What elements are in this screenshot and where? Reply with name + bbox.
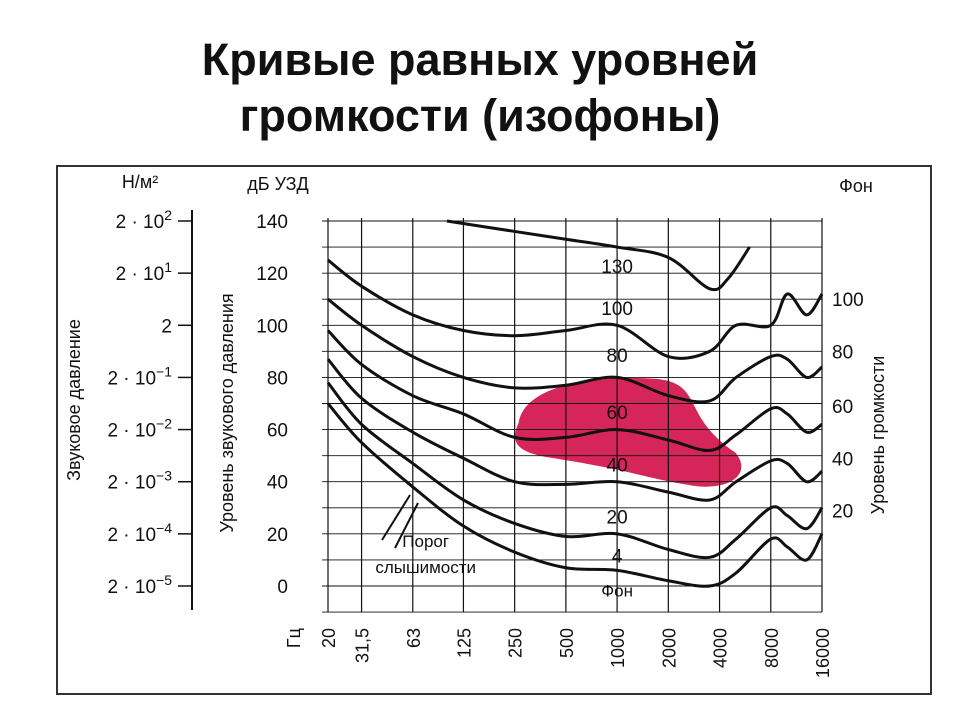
x-tick-label: 1000 — [608, 628, 628, 668]
annotation-text: Порог — [402, 532, 449, 551]
annotation-pointer — [381, 494, 411, 541]
y-tick-label: 0 — [277, 577, 288, 598]
pressure-tick-label: 2 — [161, 316, 172, 337]
x-tick-label: 16000 — [813, 628, 833, 678]
curve-label: 130 — [601, 257, 633, 278]
y-tick-label: 140 — [256, 212, 288, 233]
isophone-curve — [327, 298, 823, 404]
x-tick-label: 500 — [557, 628, 577, 658]
pressure-axis-label: Звуковое давление — [64, 319, 84, 481]
slide-title: Кривые равных уровней громкости (изофоны… — [0, 32, 960, 144]
curve-label: 4 — [612, 547, 623, 568]
right-tick-label: 40 — [832, 449, 853, 470]
y-axis-unit: дБ УЗД — [247, 174, 308, 194]
pressure-tick-label: 2 · 10−1 — [107, 363, 172, 389]
pressure-tick-label: 2 · 10−3 — [107, 468, 172, 494]
pressure-tick-label: 2 · 10−2 — [107, 416, 172, 442]
x-tick-label: 8000 — [762, 628, 782, 668]
x-axis-unit: Гц — [284, 628, 304, 648]
isophone-curve — [446, 219, 751, 292]
y-tick-label: 80 — [267, 368, 288, 389]
pressure-tick-label: 2 · 10−5 — [107, 572, 172, 598]
x-tick-label: 63 — [404, 628, 424, 648]
x-tick-label: 4000 — [711, 628, 731, 668]
annotation-pointer — [394, 502, 419, 549]
annotation-text: слышимости — [375, 558, 476, 577]
curve-label: 100 — [601, 299, 633, 320]
pressure-axis-unit: Н/м² — [122, 172, 158, 192]
y-tick-label: 60 — [267, 421, 288, 442]
y-tick-label: 120 — [256, 264, 288, 285]
y-tick-label: 40 — [267, 473, 288, 494]
curve-label: 60 — [607, 403, 628, 424]
x-tick-label: 31,5 — [353, 628, 373, 663]
right-tick-label: 20 — [832, 501, 853, 522]
figure-frame — [56, 165, 932, 695]
x-tick-label: 20 — [319, 628, 339, 648]
isophone-curve — [326, 402, 824, 588]
pressure-tick-label: 2 · 10−4 — [107, 520, 172, 546]
x-tick-label: 250 — [506, 628, 526, 658]
isophone-curve — [326, 358, 823, 502]
isophone-curve — [326, 381, 824, 560]
isophone-curve — [327, 258, 824, 360]
right-axis-unit: Фон — [839, 176, 873, 196]
x-tick-label: 2000 — [659, 628, 679, 668]
right-tick-label: 80 — [832, 342, 853, 363]
title-line-1: Кривые равных уровней — [201, 34, 759, 85]
isophone-curve — [326, 329, 823, 452]
pressure-tick-label: 2 · 101 — [116, 259, 173, 285]
annotation-text: Фон — [601, 581, 633, 600]
y-axis-label: Уровень звукового давления — [217, 293, 237, 532]
highlight-region — [515, 377, 742, 487]
curve-label: 80 — [607, 346, 628, 367]
x-tick-label: 125 — [454, 628, 474, 658]
right-axis-label: Уровень громкости — [868, 356, 888, 515]
y-tick-label: 100 — [256, 316, 288, 337]
title-line-2: громкости (изофоны) — [239, 90, 721, 141]
right-tick-label: 60 — [832, 397, 853, 418]
y-tick-label: 20 — [267, 525, 288, 546]
pressure-tick-label: 2 · 102 — [116, 207, 173, 233]
curve-label: 40 — [607, 455, 628, 476]
right-tick-label: 100 — [832, 290, 864, 311]
curve-label: 20 — [607, 507, 628, 528]
